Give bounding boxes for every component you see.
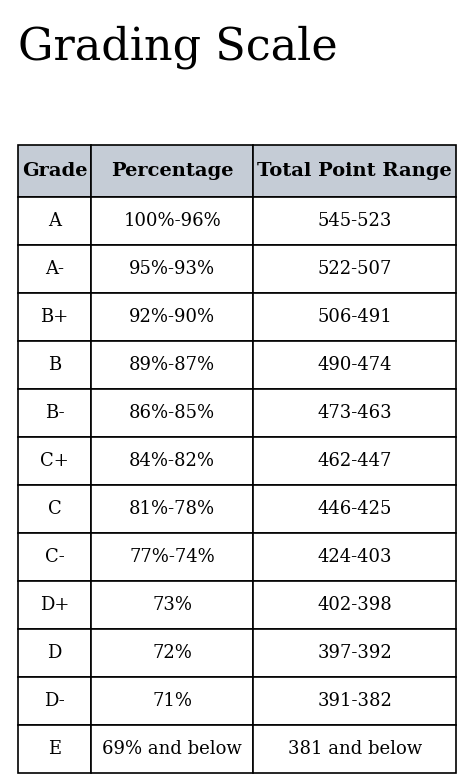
Bar [18, 725, 91, 773]
Bar [253, 145, 456, 197]
Bar [18, 581, 91, 629]
Text: D: D [47, 644, 62, 662]
Text: 69% and below: 69% and below [102, 740, 242, 758]
Bar [91, 581, 253, 629]
Text: 391-382: 391-382 [317, 692, 392, 710]
Text: 522-507: 522-507 [318, 260, 392, 278]
Bar [253, 197, 456, 245]
Text: 73%: 73% [152, 596, 192, 614]
Text: 84%-82%: 84%-82% [129, 452, 215, 470]
Text: D+: D+ [40, 596, 69, 614]
Text: 490-474: 490-474 [318, 356, 392, 374]
Bar [91, 485, 253, 533]
Bar [91, 245, 253, 293]
Bar [91, 341, 253, 389]
Text: 397-392: 397-392 [317, 644, 392, 662]
Bar [253, 341, 456, 389]
Text: 545-523: 545-523 [318, 212, 392, 230]
Text: 402-398: 402-398 [317, 596, 392, 614]
Text: 424-403: 424-403 [318, 548, 392, 566]
Text: Grade: Grade [22, 162, 87, 180]
Text: 473-463: 473-463 [317, 404, 392, 422]
Bar [91, 389, 253, 437]
Bar [18, 389, 91, 437]
Text: 381 and below: 381 and below [288, 740, 422, 758]
Text: 446-425: 446-425 [318, 500, 392, 518]
Bar [18, 145, 91, 197]
Bar [18, 677, 91, 725]
Text: B-: B- [45, 404, 64, 422]
Bar [253, 485, 456, 533]
Bar [18, 437, 91, 485]
Text: C: C [48, 500, 62, 518]
Bar [18, 245, 91, 293]
Bar [253, 389, 456, 437]
Text: A: A [48, 212, 61, 230]
Bar [18, 341, 91, 389]
Bar [253, 725, 456, 773]
Text: C-: C- [45, 548, 64, 566]
Text: C+: C+ [40, 452, 69, 470]
Text: B: B [48, 356, 61, 374]
Text: E: E [48, 740, 61, 758]
Text: Percentage: Percentage [111, 162, 233, 180]
Bar [18, 533, 91, 581]
Bar [18, 197, 91, 245]
Text: 89%-87%: 89%-87% [129, 356, 215, 374]
Bar [253, 533, 456, 581]
Text: D-: D- [44, 692, 65, 710]
Text: Total Point Range: Total Point Range [257, 162, 452, 180]
Text: 81%-78%: 81%-78% [129, 500, 215, 518]
Text: 77%-74%: 77%-74% [129, 548, 215, 566]
Bar [91, 145, 253, 197]
Text: 71%: 71% [152, 692, 192, 710]
Bar [18, 629, 91, 677]
Text: 462-447: 462-447 [318, 452, 392, 470]
Bar [18, 485, 91, 533]
Bar [253, 581, 456, 629]
Text: A-: A- [45, 260, 64, 278]
Bar [18, 293, 91, 341]
Bar [253, 293, 456, 341]
Bar [91, 293, 253, 341]
Bar [91, 677, 253, 725]
Text: 100%-96%: 100%-96% [123, 212, 221, 230]
Text: 72%: 72% [152, 644, 192, 662]
Text: 506-491: 506-491 [317, 308, 392, 326]
Bar [253, 677, 456, 725]
Bar [91, 725, 253, 773]
Bar [253, 437, 456, 485]
Text: Grading Scale: Grading Scale [18, 25, 338, 68]
Bar [91, 629, 253, 677]
Text: B+: B+ [40, 308, 69, 326]
Bar [91, 437, 253, 485]
Text: 86%-85%: 86%-85% [129, 404, 215, 422]
Text: 95%-93%: 95%-93% [129, 260, 215, 278]
Bar [91, 533, 253, 581]
Bar [253, 245, 456, 293]
Bar [91, 197, 253, 245]
Bar [253, 629, 456, 677]
Text: 92%-90%: 92%-90% [129, 308, 215, 326]
